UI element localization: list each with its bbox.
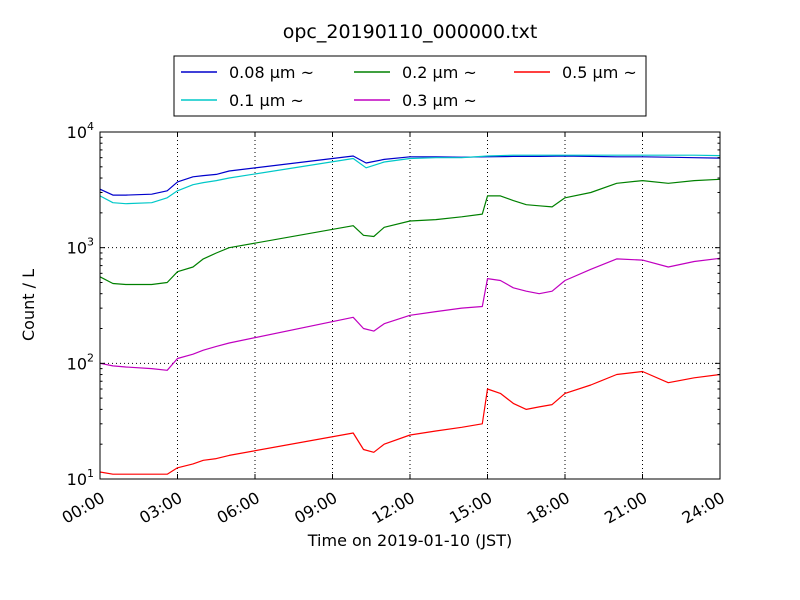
chart-title: opc_20190110_000000.txt [283, 21, 538, 43]
series-lines [99, 154, 721, 475]
series-line-2 [99, 178, 721, 286]
grid [100, 132, 720, 479]
x-tick-label: 06:00 [214, 488, 263, 528]
legend: 0.08 μm ~ 0.1 μm ~ 0.2 μm ~ 0.3 μm ~ 0.5 μm … [173, 55, 647, 117]
series-line-0 [99, 155, 721, 196]
legend-label: 0.1 μm ~ [229, 91, 304, 110]
legend-label: 0.2 μm ~ [402, 63, 477, 82]
x-tick-label: 09:00 [291, 488, 340, 528]
x-tick-label: 24:00 [679, 488, 728, 528]
y-tick-label: 103 [67, 236, 94, 258]
x-axis-label: Time on 2019-01-10 (JST) [307, 531, 512, 550]
series-line-4 [99, 370, 721, 475]
y-axis: 101 102 103 104 [67, 120, 720, 489]
x-tick-label: 18:00 [524, 488, 573, 528]
series-line-1 [99, 154, 721, 205]
y-tick-label: 104 [67, 120, 94, 142]
legend-label: 0.5 μm ~ [562, 63, 637, 82]
legend-box [173, 55, 647, 117]
series-line-3 [99, 257, 721, 371]
legend-label: 0.3 μm ~ [402, 91, 477, 110]
y-axis-label: Count / L [19, 269, 38, 341]
y-tick-label: 101 [67, 467, 94, 489]
x-tick-label: 15:00 [446, 488, 495, 528]
legend-label: 0.08 μm ~ [229, 63, 314, 82]
x-tick-label: 00:00 [59, 488, 108, 528]
x-tick-label: 03:00 [136, 488, 185, 528]
y-tick-label: 102 [67, 351, 94, 373]
x-tick-label: 12:00 [369, 488, 418, 528]
x-axis: 00:00 03:00 06:00 09:00 12:00 15:00 18:00 21:00… [59, 132, 728, 528]
x-tick-label: 21:00 [601, 488, 650, 528]
